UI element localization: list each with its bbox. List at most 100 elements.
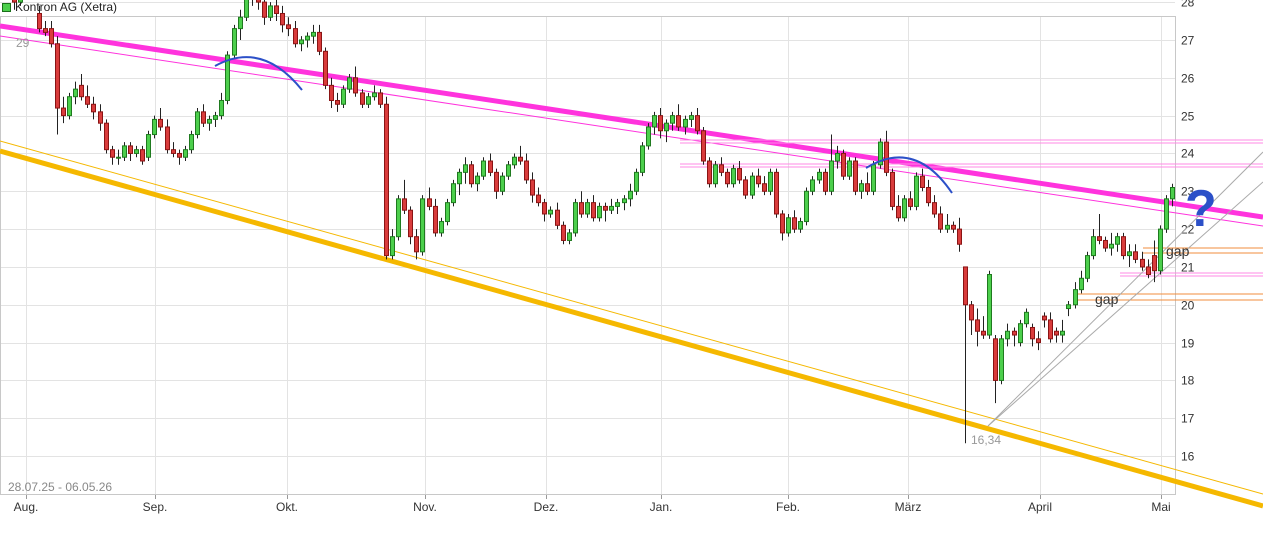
candle-down [676, 115, 681, 128]
candle-down [494, 171, 499, 192]
period-high-label: 29 [16, 36, 30, 50]
candle-down [1146, 266, 1151, 276]
x-tick-label: Sep. [143, 500, 168, 514]
candle-down [1030, 326, 1035, 340]
question-mark-annotation: ? [1185, 180, 1217, 238]
x-tick-label: April [1028, 500, 1052, 514]
candle-down [561, 224, 566, 241]
candle-up [817, 171, 822, 181]
candle-down [762, 183, 767, 192]
candle-up [1170, 186, 1175, 200]
candle-up [914, 175, 919, 207]
candle-up [439, 221, 444, 234]
candle-down [488, 160, 493, 173]
candle-up [713, 164, 718, 185]
candle-up [1158, 228, 1163, 272]
candle-down [896, 205, 901, 219]
candle-down [823, 171, 828, 192]
candle-down [591, 202, 596, 219]
candle-up [615, 202, 620, 207]
candle-down [286, 24, 291, 30]
candle-down [262, 1, 267, 18]
chart-annotations: ? gap gap 29 16,34 [16, 36, 1217, 447]
candle-up [804, 190, 809, 223]
candle-up [987, 274, 992, 336]
candle-down [1036, 338, 1041, 344]
y-tick-label: 21 [1181, 261, 1195, 275]
candle-up [1085, 255, 1090, 279]
candle-down [932, 202, 937, 215]
grid-lines [0, 2, 1175, 499]
candle-up [396, 198, 401, 238]
candle-down [524, 160, 529, 181]
candle-up [689, 115, 694, 120]
candle-up [798, 221, 803, 230]
candle-up [810, 179, 815, 192]
candle-down [408, 209, 413, 238]
support-line-thin [0, 140, 1263, 495]
candle-up [670, 115, 675, 124]
candle-down [85, 96, 90, 105]
candle-down [177, 152, 182, 158]
candle-down [707, 160, 712, 185]
candle-up [750, 175, 755, 196]
candle-up [67, 96, 72, 117]
candle-down [975, 319, 980, 332]
candle-up [664, 122, 669, 132]
candle-up [341, 88, 346, 105]
candle-up [622, 198, 627, 204]
candle-down [158, 118, 163, 128]
candlestick-series [12, 0, 1175, 444]
candle-down [920, 175, 925, 188]
candle-up [1109, 243, 1114, 249]
candle-down [938, 213, 943, 230]
candle-up [183, 149, 188, 158]
candle-up [1127, 251, 1132, 257]
candle-up [420, 198, 425, 253]
candle-up [646, 126, 651, 147]
candle-up [786, 217, 791, 234]
candle-down [1012, 330, 1017, 336]
candle-down [201, 111, 206, 124]
candle-down [530, 179, 535, 196]
candle-up [835, 152, 840, 162]
candle-down [469, 164, 474, 185]
candle-down [1054, 330, 1059, 336]
candle-up [945, 224, 950, 230]
candle-down [360, 92, 365, 105]
candle-down [384, 103, 389, 257]
candle-up [232, 28, 237, 56]
candle-down [91, 103, 96, 113]
candle-down [518, 156, 523, 162]
candle-up [829, 160, 834, 192]
x-tick-label: Okt. [276, 500, 298, 514]
y-tick-label: 18 [1181, 374, 1195, 388]
candle-up [902, 198, 907, 219]
candle-up [305, 35, 310, 41]
candle-down [865, 183, 870, 192]
x-tick-label: März [895, 500, 922, 514]
candle-up [1024, 311, 1029, 325]
candle-down [55, 43, 60, 109]
candle-up [238, 16, 243, 30]
trend-lines [0, 23, 1263, 509]
candle-up [573, 202, 578, 234]
candle-up [244, 0, 249, 18]
candle-up [225, 54, 230, 101]
candle-down [402, 198, 407, 211]
candle-down [256, 0, 261, 3]
candle-down [1152, 255, 1157, 272]
candle-down [1103, 239, 1108, 249]
plot-frame [0, 16, 1176, 495]
x-tick-label: Mai [1151, 500, 1170, 514]
candle-down [756, 175, 761, 185]
candle-up [445, 202, 450, 223]
candle-down [49, 28, 54, 45]
candle-up [1115, 236, 1120, 245]
candle-up [597, 205, 602, 219]
candle-up [1164, 198, 1169, 230]
y-tick-label: 26 [1181, 72, 1195, 86]
candle-up [189, 134, 194, 151]
candle-down [695, 115, 700, 132]
